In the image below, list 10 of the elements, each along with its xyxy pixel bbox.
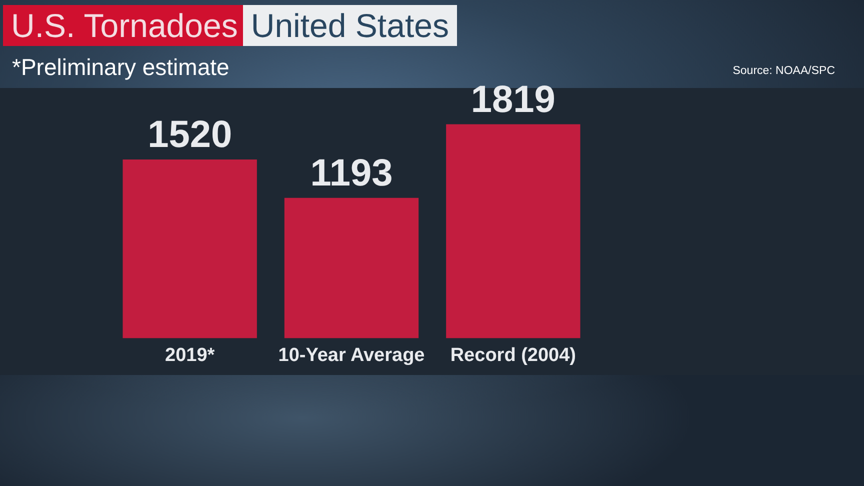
x-tick-label: 2019* — [164, 344, 216, 366]
chart-title: U.S. Tornadoes — [3, 5, 243, 46]
data-label: 1193 — [310, 152, 393, 194]
text: *Preliminary estimate — [12, 53, 230, 81]
data-label: 1819 — [470, 78, 556, 121]
x-tick-label: Record (2004) — [450, 344, 576, 366]
data-label: 1520 — [148, 114, 232, 156]
x-tick-label: 10-Year Average — [278, 344, 425, 366]
source-note: Source: NOAA/SPC — [732, 64, 835, 78]
chart-subtitle: United States — [242, 5, 457, 46]
